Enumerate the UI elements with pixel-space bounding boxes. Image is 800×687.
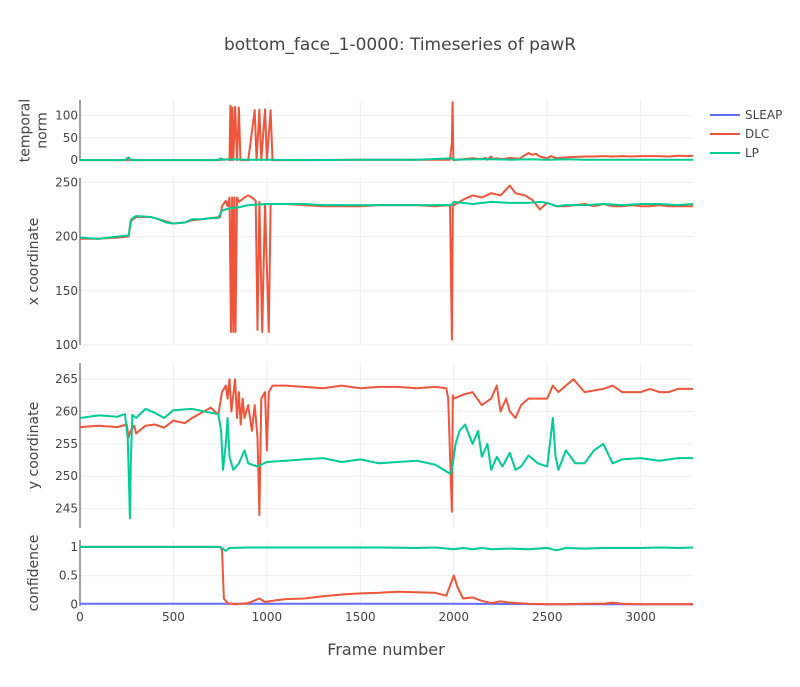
y-tick-label: 245 <box>55 502 78 516</box>
x-tick-label: 2500 <box>532 610 563 624</box>
legend[interactable]: SLEAP DLC LP <box>710 108 782 160</box>
x-tick-label: 500 <box>162 610 185 624</box>
y-tick-label: 255 <box>55 437 78 451</box>
x-tick-label: 1000 <box>252 610 283 624</box>
series-group <box>80 545 693 606</box>
x-tick-label: 1500 <box>345 610 376 624</box>
x-tick-label: 0 <box>76 610 84 624</box>
y-tick-label: 200 <box>55 230 78 244</box>
series-line-lp <box>80 156 693 162</box>
y-axis-label: x coordinate <box>26 218 42 305</box>
y-axis-label: temporal <box>18 99 34 162</box>
series-group <box>80 101 693 162</box>
panel-2: 100 150 200 250 x coordinate <box>26 175 693 352</box>
series-line-dlc <box>80 378 693 517</box>
series-group <box>80 378 693 520</box>
x-tick-label: 3000 <box>625 610 656 624</box>
y-tick-label: 0.5 <box>59 569 78 583</box>
y-tick-label: 265 <box>55 372 78 386</box>
series-line-lp <box>80 545 693 552</box>
series-line-dlc <box>80 184 693 341</box>
y-tick-label: 1 <box>70 540 78 554</box>
y-tick-label: 150 <box>55 284 78 298</box>
legend-label: DLC <box>745 127 769 141</box>
series-group <box>80 184 693 341</box>
y-tick-label: 0 <box>70 597 78 611</box>
y-tick-label: 260 <box>55 405 78 419</box>
y-tick-label: 100 <box>55 338 78 352</box>
series-line-dlc <box>80 101 693 162</box>
y-axis-label: y coordinate <box>26 402 42 489</box>
series-line-sleap <box>80 602 693 606</box>
y-tick-label: 100 <box>55 109 78 123</box>
chart-title: bottom_face_1-0000: Timeseries of pawR <box>224 35 576 55</box>
panel-3: 245 250 255 260 265 y coordinate <box>26 363 693 528</box>
panel-1: 0 50 100 temporal norm <box>18 99 693 167</box>
x-axis-label: Frame number <box>327 640 445 659</box>
y-axis-label: norm <box>35 112 51 149</box>
legend-item-dlc[interactable]: DLC <box>710 127 769 141</box>
panel-4: 0 0.5 1 confidence <box>26 535 693 612</box>
y-tick-label: 250 <box>55 469 78 483</box>
x-axis: 0 500 1000 1500 2000 2500 3000 <box>76 610 656 624</box>
legend-item-lp[interactable]: LP <box>710 146 759 160</box>
legend-item-sleap[interactable]: SLEAP <box>710 108 782 122</box>
series-line-lp <box>80 200 693 240</box>
y-tick-label: 50 <box>63 131 78 145</box>
legend-label: LP <box>745 146 759 160</box>
y-tick-label: 0 <box>70 153 78 167</box>
x-tick-label: 2000 <box>439 610 470 624</box>
y-axis-label: confidence <box>26 535 42 612</box>
legend-label: SLEAP <box>745 108 782 122</box>
series-line-lp <box>80 407 693 520</box>
y-tick-label: 250 <box>55 175 78 189</box>
series-line-dlc <box>80 545 693 606</box>
